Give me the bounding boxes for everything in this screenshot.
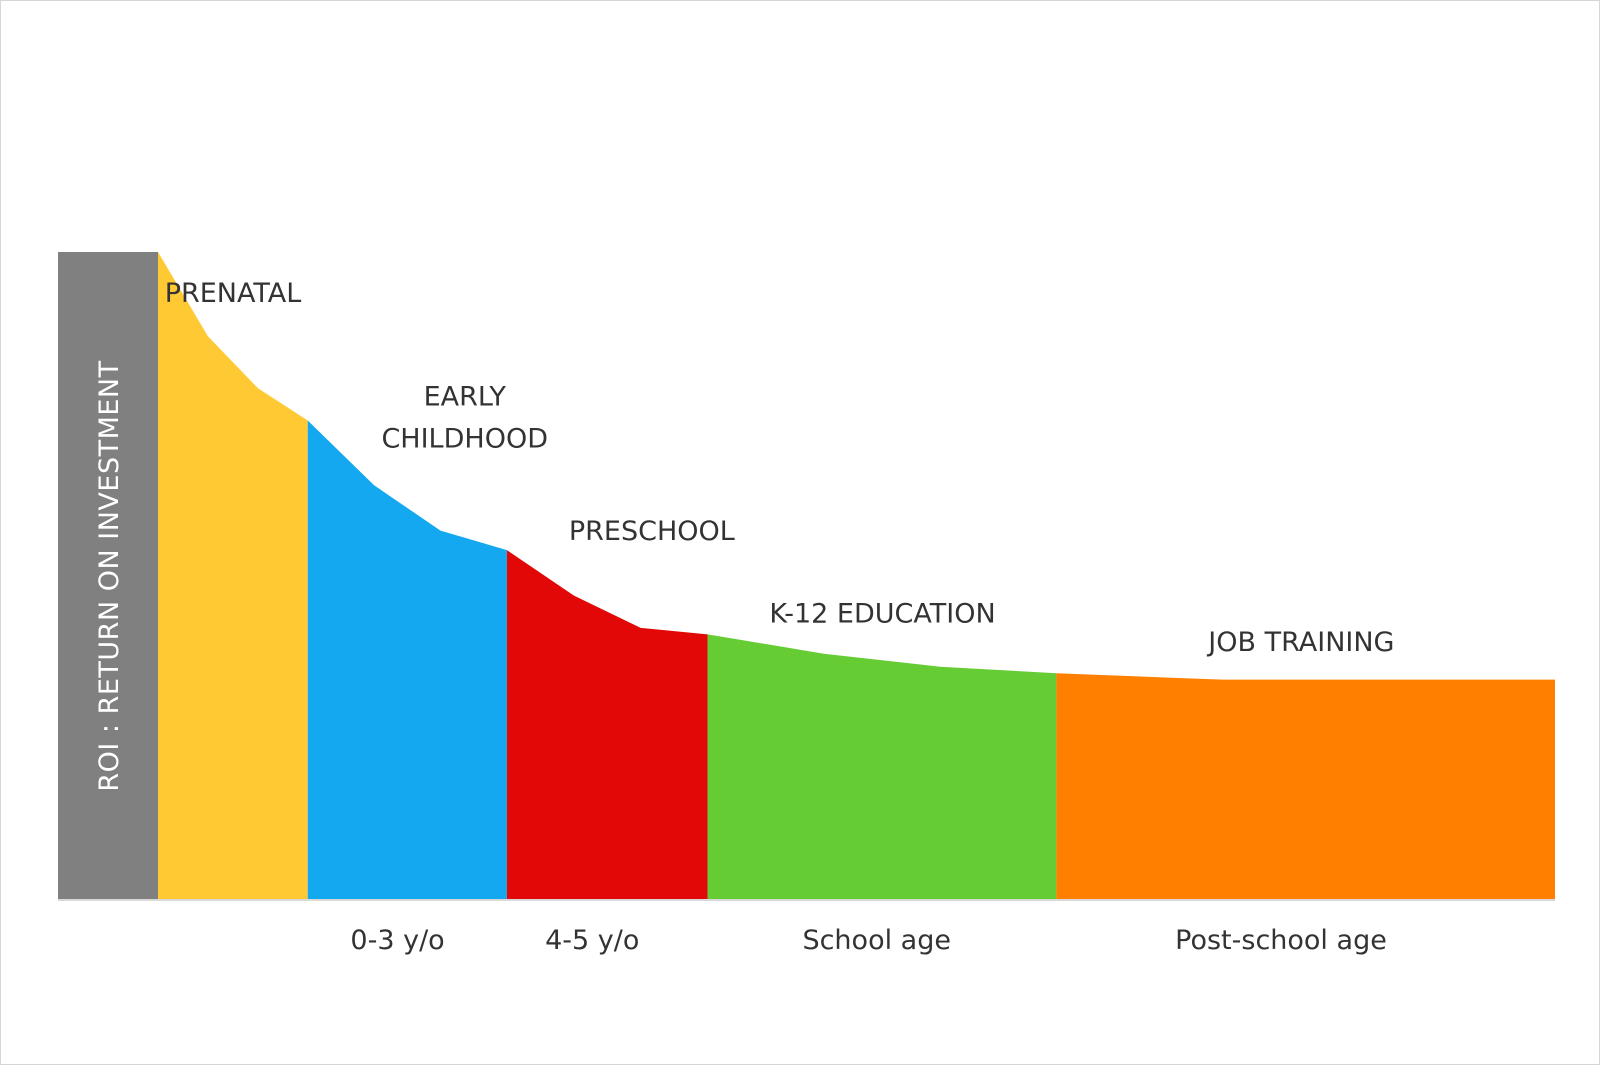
y-axis-label-bar: [58, 252, 158, 900]
area-segments: [158, 252, 1555, 900]
segment-label-prenatal: PRENATAL: [165, 278, 302, 309]
segment-labels: PRENATAL EARLY CHILDHOOD PRESCHOOL K-12 EDUC…: [165, 278, 1395, 658]
segment-label-early-childhood: EARLY CHILDHOOD: [381, 381, 548, 454]
segment-label-job-training: JOB TRAINING: [1206, 627, 1394, 658]
segment-label-k-12-education: K-12 EDUCATION: [769, 598, 995, 629]
area-segment-early-childhood: [307, 420, 507, 900]
segment-label-preschool: PRESCHOOL: [569, 516, 735, 547]
x-tick-labels: 0-3 y/o 4-5 y/o School age Post-school age: [350, 925, 1386, 956]
y-axis-label: ROI : RETURN ON INVESTMENT: [94, 360, 125, 791]
area-segment-k-12-education: [707, 634, 1057, 900]
x-tick-label: 4-5 y/o: [545, 925, 639, 956]
area-segment-job-training: [1056, 673, 1555, 900]
x-tick-label: Post-school age: [1175, 925, 1387, 956]
x-tick-label: 0-3 y/o: [350, 925, 444, 956]
x-tick-label: School age: [802, 925, 951, 956]
area-segment-preschool: [506, 550, 708, 900]
area-segment-prenatal: [158, 252, 308, 900]
